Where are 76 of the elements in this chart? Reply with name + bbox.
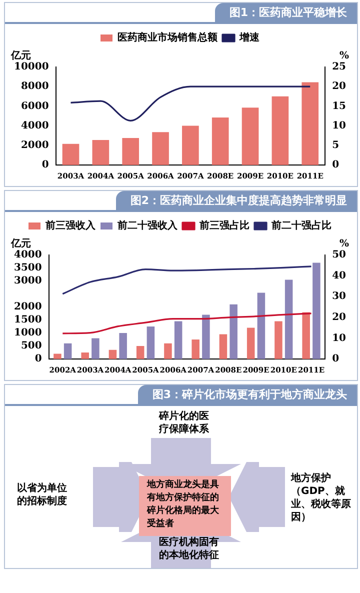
bar — [152, 132, 169, 165]
bar — [242, 108, 259, 165]
y2-tick-label: 0 — [332, 354, 340, 365]
bar — [202, 314, 210, 359]
y-axis-title: 亿元 — [10, 50, 31, 62]
y2-tick-label: 15 — [332, 100, 346, 112]
y2-tick-label: 10 — [332, 120, 346, 132]
bar — [284, 280, 293, 359]
bar — [274, 321, 282, 359]
bar — [212, 117, 229, 165]
legend-label: 增速 — [238, 32, 260, 44]
bar — [122, 138, 140, 165]
y2-tick-label: 20 — [332, 312, 346, 323]
y2-tick-label: 10 — [332, 332, 346, 344]
bar — [192, 340, 200, 359]
bar — [119, 333, 127, 359]
legend-label: 医药商业市场销售总额 — [118, 32, 218, 44]
text: 以省为单位的招标制度 — [17, 482, 68, 508]
bar — [174, 321, 182, 359]
y2-tick-label: 0 — [332, 160, 340, 171]
bar — [257, 292, 266, 359]
y-tick-label: 8000 — [20, 81, 49, 92]
text: 图3：碎片化市场更有利于地方商业龙头 — [138, 385, 357, 404]
bar — [54, 354, 62, 359]
text: 医疗机构固有的本地化特征 — [159, 536, 220, 562]
bar — [230, 304, 238, 359]
line-series — [62, 312, 312, 334]
y2-tick-label: 25 — [332, 62, 346, 73]
text: 碎片化的医疗保障体系 — [159, 410, 210, 436]
y-tick-label: 3000 — [14, 276, 42, 287]
y-tick-label: 2000 — [14, 302, 42, 313]
bar — [108, 350, 117, 359]
y2-tick-label: 5 — [332, 140, 340, 151]
bar — [62, 144, 80, 165]
y-tick-label: 0 — [42, 160, 49, 171]
bar — [146, 326, 155, 359]
y-tick-label: 0 — [34, 354, 42, 365]
y-tick-label: 3500 — [14, 262, 42, 274]
bar — [182, 126, 199, 165]
y-tick-label: 6000 — [20, 100, 49, 112]
legend-label: 前二十强占比 — [270, 220, 332, 232]
line-series — [70, 86, 311, 122]
y-tick-label: 1000 — [14, 328, 42, 339]
bar — [92, 338, 100, 359]
y-tick-label: 10000 — [14, 62, 49, 73]
bar — [219, 334, 228, 359]
bar — [64, 343, 72, 359]
legend-label: 前三强收入 — [44, 220, 96, 232]
chart-title: 图2：医药商业企业集中度提高趋势非常明显 — [116, 191, 357, 210]
y2-tick-label: 40 — [332, 270, 346, 282]
y-axis-title: 亿元 — [10, 238, 31, 250]
bar — [164, 343, 172, 359]
text-box: 地方商业龙头是具有地方保护特征的碎片化格局的最大受益者 — [139, 476, 231, 536]
text: 地方保护（GDP、就业、税收等原因） — [291, 472, 352, 524]
legend-label: 前二十强收入 — [116, 220, 178, 232]
y-tick-label: 500 — [20, 340, 42, 352]
y2-axis-title: % — [339, 50, 350, 62]
y-tick-label: 2000 — [20, 140, 49, 151]
bar — [272, 96, 289, 165]
y-tick-label: 4000 — [14, 250, 42, 261]
y-tick-label: 4000 — [20, 120, 49, 132]
bar — [302, 312, 310, 359]
bar — [246, 328, 255, 359]
y2-tick-label: 30 — [332, 291, 346, 302]
y-tick-label: 1500 — [14, 314, 42, 326]
chart-title: 图1：医药商业平稳增长 — [215, 3, 357, 22]
line-series — [62, 266, 312, 295]
y2-tick-label: 50 — [332, 250, 346, 261]
legend-label: 前三强占比 — [198, 220, 250, 232]
bar — [92, 140, 110, 165]
bar — [81, 352, 89, 359]
y2-tick-label: 20 — [332, 81, 346, 92]
bar — [312, 262, 320, 359]
bar — [302, 82, 319, 165]
y2-axis-title: % — [339, 238, 350, 250]
bar — [136, 346, 144, 359]
